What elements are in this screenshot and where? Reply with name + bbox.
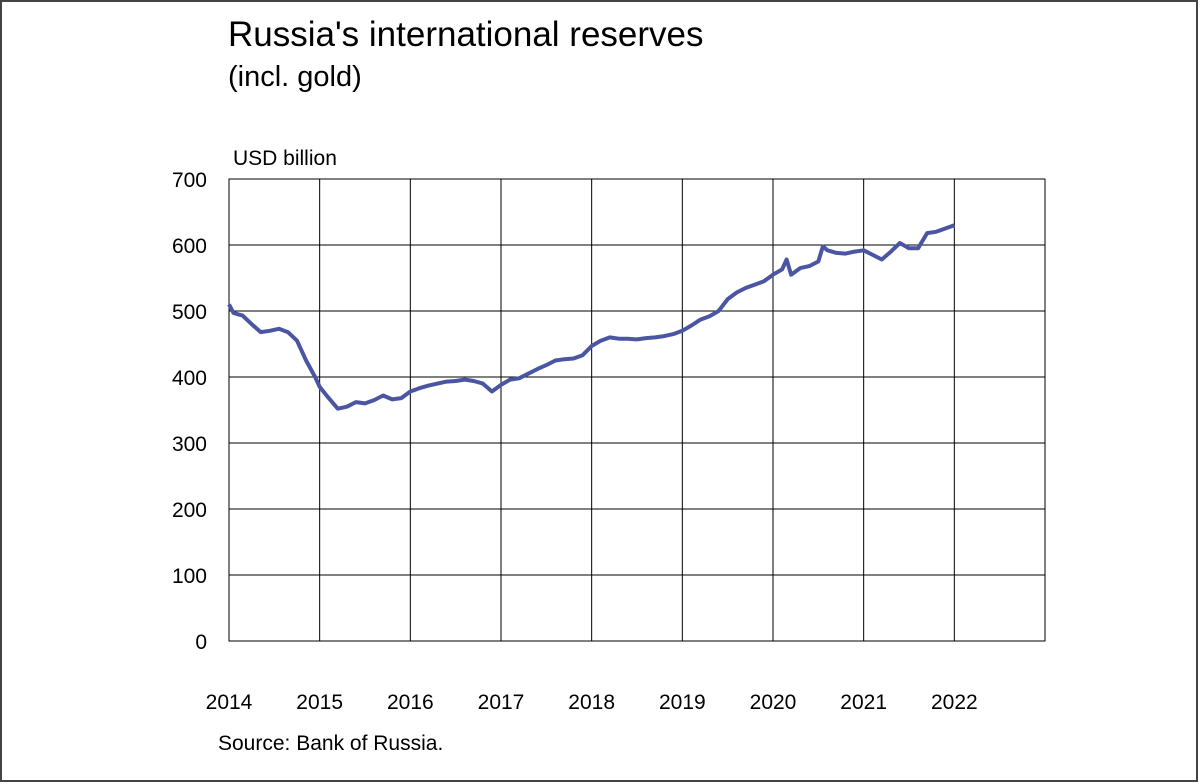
- chart-title: Russia's international reserves: [228, 15, 704, 54]
- y-tick-label: 500: [172, 301, 207, 324]
- line-series: [227, 223, 955, 411]
- source: Source: Bank of Russia.: [218, 732, 443, 755]
- x-tick-label: 2014: [206, 691, 253, 714]
- y-tick-label: 300: [172, 433, 207, 456]
- x-tick-label: 2017: [478, 691, 525, 714]
- x-tick-label: 2015: [296, 691, 343, 714]
- x-tick-label: 2021: [840, 691, 887, 714]
- y-tick-label: 200: [172, 499, 207, 522]
- y-tick-label: 400: [172, 367, 207, 390]
- y-tick-label: 100: [172, 565, 207, 588]
- y-tick-label: 700: [172, 169, 207, 192]
- x-tick-label: 2018: [568, 691, 615, 714]
- y-tick-label: 600: [172, 235, 207, 258]
- x-tick-label: 2022: [931, 691, 978, 714]
- x-tick-label: 2016: [387, 691, 434, 714]
- chart-subtitle: (incl. gold): [228, 61, 362, 93]
- x-tick-label: 2020: [750, 691, 797, 714]
- y-tick-label: 0: [195, 631, 207, 654]
- y-axis-label: USD billion: [233, 147, 337, 170]
- x-tick-label: 2019: [659, 691, 706, 714]
